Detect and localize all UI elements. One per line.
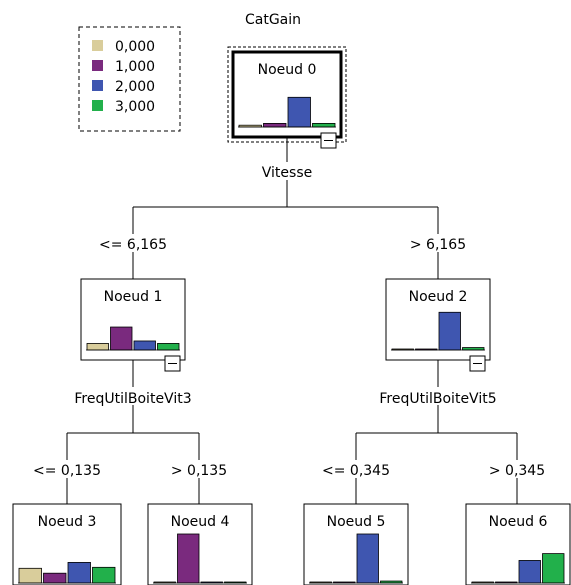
node-label: Noeud 4 [171,514,230,530]
legend-item: 2,000 [92,79,155,95]
split-condition-label: > 0,135 [171,463,227,479]
legend-item: 0,000 [92,39,155,55]
split-condition-label: > 6,165 [410,237,466,253]
legend-label: 3,000 [115,99,155,115]
tree-node[interactable]: Noeud 6 [465,503,571,585]
split-variable-label: FreqUtilBoiteVit3 [74,391,191,407]
tree-node[interactable]: Noeud 3 [12,503,122,585]
tree-node[interactable]: Noeud 4 [147,503,253,585]
legend-item: 3,000 [92,99,155,115]
legend-swatch [92,100,103,111]
connectors [66,137,518,504]
histogram-bar [542,553,565,584]
tree-node[interactable]: Noeud 5 [303,503,409,585]
target-title: CatGain [245,12,301,28]
node-label: Noeud 6 [489,514,548,530]
histogram-bar [43,572,67,584]
histogram-bar [177,533,200,584]
node-label: Noeud 2 [409,289,468,305]
legend-label: 1,000 [115,59,155,75]
split-condition-label: > 0,345 [489,463,545,479]
split-condition-label: <= 0,135 [33,463,101,479]
split-variable-label: Vitesse [262,165,312,181]
histogram-bar [518,560,541,584]
collapse-toggle[interactable] [320,132,337,149]
collapse-toggle[interactable] [469,355,486,372]
histogram-bar [438,311,461,351]
histogram-bar [92,566,116,584]
split-variable-label: FreqUtilBoiteVit5 [379,391,496,407]
legend-border [78,26,181,132]
split-condition-label: <= 0,345 [322,463,390,479]
histogram-bar [263,123,287,128]
node-box [303,503,409,585]
legend-label: 2,000 [115,79,155,95]
histogram-bar [110,326,133,351]
nodes-layer: Noeud 0 Noeud 1 Noeud 2 Noeud 3 Noeud 4 Noeud… [12,46,571,585]
legend-swatch [92,80,103,91]
legend-swatch [92,60,103,71]
tree-node[interactable]: Noeud 0 [227,46,347,149]
histogram-bar [157,343,180,351]
node-label: Noeud 1 [104,289,163,305]
node-box [231,50,343,139]
split-condition-label: <= 6,165 [99,237,167,253]
histogram-bar [287,96,311,128]
histogram-bar [133,340,156,351]
tree-node[interactable]: Noeud 1 [80,278,186,372]
node-label: Noeud 0 [258,62,317,78]
histogram-bar [312,123,336,128]
histogram-bar [86,343,109,351]
legend-swatch [92,40,103,51]
node-box [385,278,491,361]
node-label: Noeud 3 [38,514,97,530]
legend-label: 0,000 [115,39,155,55]
tree-node[interactable]: Noeud 2 [385,278,491,372]
histogram-bar [67,562,91,584]
histogram-bar [356,533,379,584]
node-label: Noeud 5 [327,514,386,530]
legend-item: 1,000 [92,59,155,75]
legend: 0,000 1,000 2,000 3,000 [78,26,181,132]
node-box [147,503,253,585]
selection-outline [227,46,347,143]
collapse-toggle[interactable] [164,355,181,372]
histogram-bar [18,567,42,584]
